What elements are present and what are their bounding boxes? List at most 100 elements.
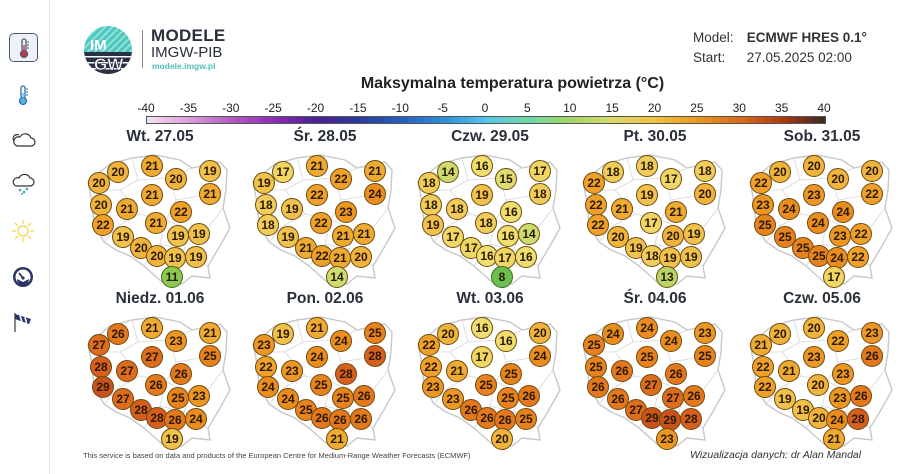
sidebar-item-min-temperature[interactable] xyxy=(8,80,38,110)
legend-tick-label: 30 xyxy=(732,101,746,115)
legend-tick-labels: -40 -35 -30 -25 -20 -15 -10 -5 0 5 10 15 20 25 30 35 40 xyxy=(137,101,830,115)
cloud-snow-rain-icon xyxy=(12,174,35,195)
station-temperature: 19 xyxy=(185,246,207,268)
station-temperature: 26 xyxy=(611,360,633,382)
station-temperature: 20 xyxy=(662,225,684,247)
station-temperature: 21 xyxy=(823,428,845,450)
station-temperature: 20 xyxy=(808,407,830,429)
station-temperature: 25 xyxy=(774,226,796,248)
station-temperature: 23 xyxy=(861,322,883,344)
station-temperature: 23 xyxy=(829,387,851,409)
sun-icon xyxy=(12,220,34,242)
station-temperature: 22 xyxy=(418,334,440,356)
station-temperature: 21 xyxy=(665,201,687,223)
start-label: Start: xyxy=(693,50,726,65)
poland-map: 14 16 15 17 18 19 18 18 18 16 19 18 17 16 14 17 16 17 16 8 xyxy=(410,150,570,290)
station-temperature: 19 xyxy=(188,223,210,245)
panel-day-title: Czw. 29.05 xyxy=(451,128,529,145)
sidebar-item-precipitation[interactable] xyxy=(8,170,38,200)
station-temperature: 22 xyxy=(306,184,328,206)
station-temperature: 20 xyxy=(807,374,829,396)
station-temperature: 22 xyxy=(752,356,774,378)
station-temperature: 21 xyxy=(199,183,221,205)
forecast-panel: Śr. 28.05 17 21 22 21 19 22 24 18 19 23 18 22 19 21 21 2… xyxy=(245,128,405,288)
station-temperature: 17 xyxy=(660,168,682,190)
poland-map: 19 21 24 25 23 24 28 22 23 28 24 25 24 25 26 25 26 26 26 21 xyxy=(245,312,405,452)
station-temperature: 23 xyxy=(335,201,357,223)
station-temperature: 21 xyxy=(750,334,772,356)
station-temperature: 21 xyxy=(199,322,221,344)
station-temperature: 20 xyxy=(827,168,849,190)
forecast-panel: Sob. 31.05 20 20 20 20 22 23 22 23 24 24 25 24 25 23 22… xyxy=(742,128,902,288)
imgw-logo[interactable]: IM GW xyxy=(84,26,132,74)
station-temperature: 25 xyxy=(583,334,605,356)
legend-tick-label: 15 xyxy=(605,101,619,115)
sidebar-item-cloudiness[interactable] xyxy=(8,125,38,155)
imgw-logo-icon: IM GW xyxy=(84,26,132,74)
panel-day-title: Wt. 03.06 xyxy=(456,290,524,307)
station-temperature: 22 xyxy=(847,246,869,268)
station-temperature: 18 xyxy=(255,194,277,216)
station-temperature: 24 xyxy=(832,201,854,223)
brand-title: MODELE xyxy=(151,26,226,45)
station-temperature: 19 xyxy=(112,226,134,248)
station-temperature: 27 xyxy=(116,360,138,382)
panel-day-title: Wt. 27.05 xyxy=(126,128,194,145)
panel-day-title: Pon. 02.06 xyxy=(286,290,364,307)
sidebar-item-wind[interactable] xyxy=(8,307,38,337)
legend-tick-label: 25 xyxy=(690,101,704,115)
panel-day-title: Niedz. 01.06 xyxy=(115,290,205,307)
sidebar-item-sunshine[interactable] xyxy=(8,216,38,246)
station-temperature: 24 xyxy=(306,346,328,368)
brand-url-link[interactable]: modele.imgw.pl xyxy=(152,61,216,71)
station-temperature: 21 xyxy=(116,198,138,220)
legend-tick-label: -10 xyxy=(391,101,409,115)
station-temperature: 24 xyxy=(257,376,279,398)
station-temperature: 21 xyxy=(778,360,800,382)
station-temperature: 16 xyxy=(471,317,493,339)
station-temperature: 17 xyxy=(442,226,464,248)
station-temperature: 26 xyxy=(665,363,687,385)
station-temperature: 21 xyxy=(326,428,348,450)
windsock-icon xyxy=(14,313,31,332)
station-temperature: 23 xyxy=(188,385,210,407)
station-temperature: 18 xyxy=(418,172,440,194)
station-temperature: 20 xyxy=(88,172,110,194)
station-temperature: 18 xyxy=(694,160,716,182)
sidebar-item-max-temperature[interactable] xyxy=(9,33,38,62)
station-temperature: 22 xyxy=(255,356,277,378)
station-temperature: 18 xyxy=(420,194,442,216)
legend-tick-label: -40 xyxy=(137,101,155,115)
model-value: ECMWF HRES 0.1° xyxy=(746,30,867,45)
station-temperature: 27 xyxy=(112,388,134,410)
station-temperature: 19 xyxy=(683,223,705,245)
station-temperature: 14 xyxy=(437,161,459,183)
station-temperature: 21 xyxy=(141,155,163,177)
station-temperature: 19 xyxy=(281,198,303,220)
sidebar-item-pressure[interactable] xyxy=(8,262,38,292)
station-temperature: 25 xyxy=(199,345,221,367)
forecast-panel: Wt. 03.06 20 16 16 20 22 17 24 22 21 25 23 25 23 25 26 2… xyxy=(410,290,570,450)
station-temperature: 25 xyxy=(694,345,716,367)
visualization-credit: Wizualizacja danych: dr Alan Mandal xyxy=(690,449,862,461)
station-temperature: 19 xyxy=(471,184,493,206)
station-temperature: 20 xyxy=(769,323,791,345)
legend-tick-label: 35 xyxy=(774,101,789,115)
panel-day-title: Śr. 04.06 xyxy=(623,290,687,307)
station-temperature: 18 xyxy=(257,214,279,236)
station-temperature: 24 xyxy=(660,330,682,352)
poland-map: 17 21 22 21 19 22 24 18 19 23 18 22 19 21 21 21 22 21 20 14 xyxy=(245,150,405,290)
legend-tick-label: -5 xyxy=(437,101,448,115)
panel-day-title: Śr. 28.05 xyxy=(293,128,357,145)
station-temperature: 23 xyxy=(165,330,187,352)
station-temperature: 26 xyxy=(476,407,498,429)
station-temperature: 21 xyxy=(353,223,375,245)
station-temperature: 20 xyxy=(861,160,883,182)
gauge-icon xyxy=(13,267,33,287)
station-temperature: 28 xyxy=(335,363,357,385)
station-temperature: 19 xyxy=(167,225,189,247)
thermometer-hot-icon xyxy=(19,37,29,58)
station-temperature: 23 xyxy=(281,360,303,382)
station-temperature: 23 xyxy=(253,334,275,356)
station-temperature: 24 xyxy=(364,183,386,205)
